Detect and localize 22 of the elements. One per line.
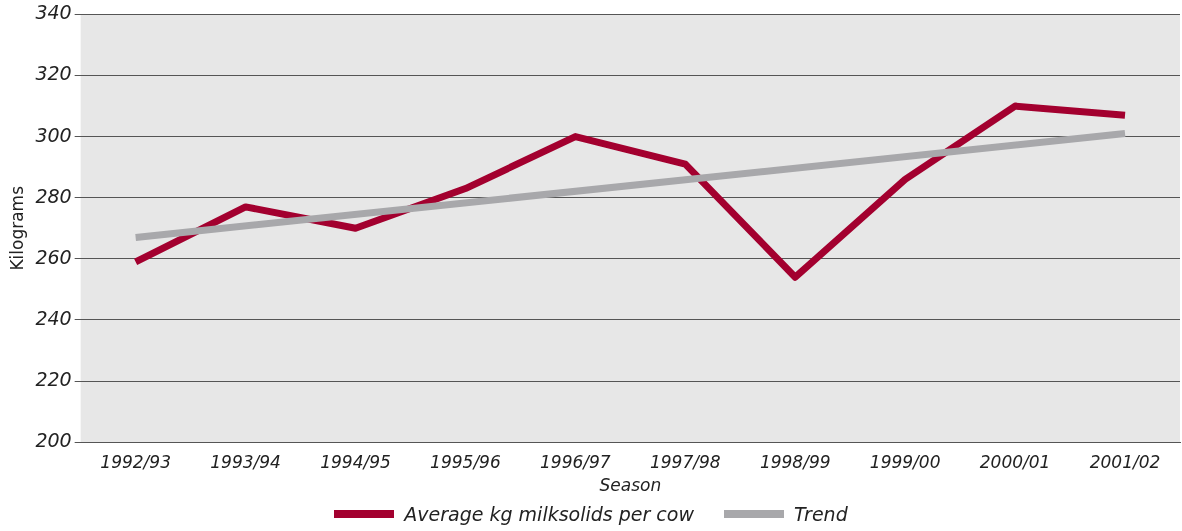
y-tick-label: 340	[35, 1, 72, 24]
y-tick-label: 220	[35, 368, 72, 391]
y-axis-title: Kilograms	[6, 185, 27, 271]
x-tick-label: 2001/02	[1089, 451, 1161, 472]
y-tick-label: 200	[35, 429, 72, 452]
x-tick-label: 1998/99	[759, 451, 831, 472]
x-tick-label: 2000/01	[979, 451, 1051, 472]
x-tick-label: 1994/95	[320, 451, 391, 472]
y-tick-label: 240	[35, 306, 72, 329]
legend-label: Trend	[793, 503, 848, 525]
x-tick-label: 1997/98	[649, 451, 721, 472]
x-tick-label: 1992/93	[100, 451, 171, 472]
x-tick-label: 1995/96	[430, 451, 501, 472]
y-tick-label: 320	[35, 62, 72, 85]
y-tick-label: 260	[35, 245, 72, 268]
x-tick-label: 1993/94	[210, 451, 281, 472]
x-tick-label: 1999/00	[869, 451, 941, 472]
y-tick-label: 280	[35, 184, 72, 207]
legend-label: Average kg milksolids per cow	[404, 503, 694, 525]
x-axis-title: Season	[599, 475, 662, 496]
x-tick-label: 1996/97	[540, 451, 611, 472]
y-tick-label: 300	[35, 123, 72, 146]
